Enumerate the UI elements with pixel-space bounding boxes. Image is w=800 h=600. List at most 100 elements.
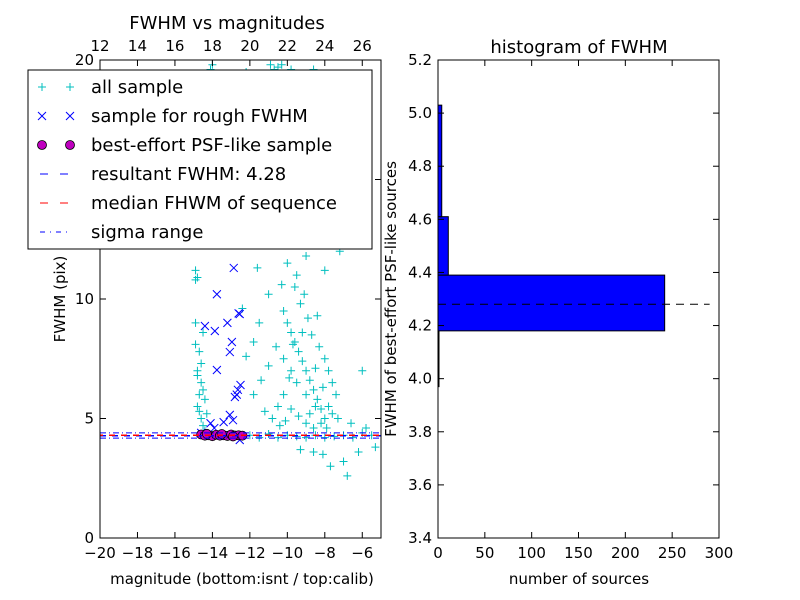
all-sample-point [197, 378, 206, 387]
legend-plus-icon [66, 83, 74, 91]
legend-cross-icon [65, 111, 75, 121]
all-sample-point [303, 314, 312, 323]
scatter-ytick-label: 0 [84, 529, 94, 547]
all-sample-point [371, 443, 380, 452]
all-sample-point [328, 409, 337, 418]
all-sample-point [296, 299, 305, 308]
all-sample-point [191, 318, 200, 327]
rough-sample-point [225, 347, 235, 357]
scatter-top-xtick-label: 20 [240, 37, 259, 55]
scatter-top-xtick-label: 16 [165, 37, 184, 55]
legend-rough-sample: sample for rough FWHM [91, 106, 308, 127]
histogram-xtick-label: 200 [611, 544, 640, 562]
rough-sample-point [206, 418, 215, 428]
legend: all sample sample for rough FWHM best-ef… [27, 69, 373, 250]
rough-sample-point [219, 417, 228, 427]
all-sample-point [339, 457, 348, 466]
scatter-ytick-label: 20 [75, 51, 94, 69]
all-sample-point [305, 409, 314, 418]
all-sample-point [199, 385, 208, 394]
all-sample-point [277, 280, 286, 289]
legend-median-fwhm: median FHWM of sequence [91, 193, 337, 214]
scatter-xtick-label: −20 [84, 544, 116, 562]
all-sample-point [309, 424, 318, 433]
all-sample-point [195, 347, 204, 356]
all-sample-point [197, 414, 206, 423]
all-sample-point [202, 409, 211, 418]
all-sample-point [242, 352, 251, 361]
all-sample-point [273, 402, 282, 411]
scatter-axes: FWHM vs magnitudes −20 −18 −16 −14 −12 −10 −8−… [27, 13, 382, 588]
legend-cross-icon [37, 111, 47, 121]
all-sample-point [322, 424, 331, 433]
scatter-ytick-label: 5 [84, 410, 94, 428]
all-sample-point [255, 318, 264, 327]
all-sample-point [300, 290, 309, 299]
all-sample-point [195, 390, 204, 399]
rough-sample-point [210, 326, 220, 336]
all-sample-point [287, 404, 296, 413]
all-sample-point [302, 251, 311, 260]
histogram-xtick-label: 150 [564, 544, 593, 562]
scatter-xtick-label: −16 [159, 544, 191, 562]
scatter-xtick-label: −12 [234, 544, 266, 562]
all-sample-point [279, 390, 288, 399]
all-sample-point [268, 414, 277, 423]
all-sample-point [264, 361, 273, 370]
all-sample-point [197, 359, 206, 368]
all-sample-point [307, 330, 316, 339]
rough-sample-point [225, 410, 235, 420]
scatter-ytick-label: 10 [75, 290, 94, 308]
all-sample-point [253, 263, 262, 272]
histogram-bar [437, 274, 666, 332]
all-sample-point [277, 60, 286, 69]
scatter-xtick-label: −10 [272, 544, 304, 562]
rough-sample-point [234, 308, 243, 318]
all-sample-point [191, 275, 200, 284]
all-sample-point [264, 430, 273, 439]
all-sample-point [272, 342, 281, 351]
scatter-top-xtick-label: 22 [278, 37, 297, 55]
all-sample-point [320, 354, 329, 363]
all-sample-point [288, 340, 297, 349]
all-sample-point [324, 402, 333, 411]
all-sample-point [200, 395, 209, 404]
legend-plus-icon [38, 83, 46, 91]
all-sample-point [320, 414, 329, 423]
histogram-xtick-label: 0 [433, 544, 443, 562]
scatter-top-xtick-label: 18 [203, 37, 222, 55]
all-sample-point [191, 340, 200, 349]
scatter-xtick-label: −18 [122, 544, 154, 562]
scatter-top-xtick-label: 26 [353, 37, 372, 55]
all-sample-point [333, 414, 342, 423]
all-sample-point [292, 271, 301, 280]
all-sample-point [332, 390, 341, 399]
all-sample-point [298, 357, 307, 366]
all-sample-point [199, 421, 208, 430]
scatter-xlabel: magnitude (bottom:isnt / top:calib) [110, 570, 374, 588]
all-sample-point [279, 354, 288, 363]
histogram-bar [437, 104, 443, 218]
all-sample-point [257, 376, 266, 385]
all-sample-point [302, 366, 311, 375]
histogram-xtick-label: 300 [705, 544, 734, 562]
legend-sigma-range: sigma range [91, 222, 203, 243]
histogram-bar [437, 216, 449, 276]
scatter-title: FWHM vs magnitudes [129, 13, 324, 34]
legend-box [27, 69, 373, 250]
all-sample-point [320, 266, 329, 275]
histogram-ticks: 0 50 100 150 200 250 300 3.4 3.6 3.8 4.0 4.2 4.4 4.6 4… [408, 51, 733, 562]
histogram-xtick-label: 100 [517, 544, 546, 562]
all-sample-point [318, 383, 327, 392]
histogram-marks [437, 104, 710, 388]
histogram-title: histogram of FWHM [490, 37, 667, 58]
all-sample-point [266, 60, 275, 69]
all-sample-point [292, 378, 301, 387]
all-sample-point [287, 328, 296, 337]
psf-sample-point [201, 428, 212, 439]
all-sample-point [283, 259, 292, 268]
all-sample-point [275, 421, 284, 430]
all-sample-point [317, 419, 326, 428]
rough-sample-point [236, 380, 245, 390]
